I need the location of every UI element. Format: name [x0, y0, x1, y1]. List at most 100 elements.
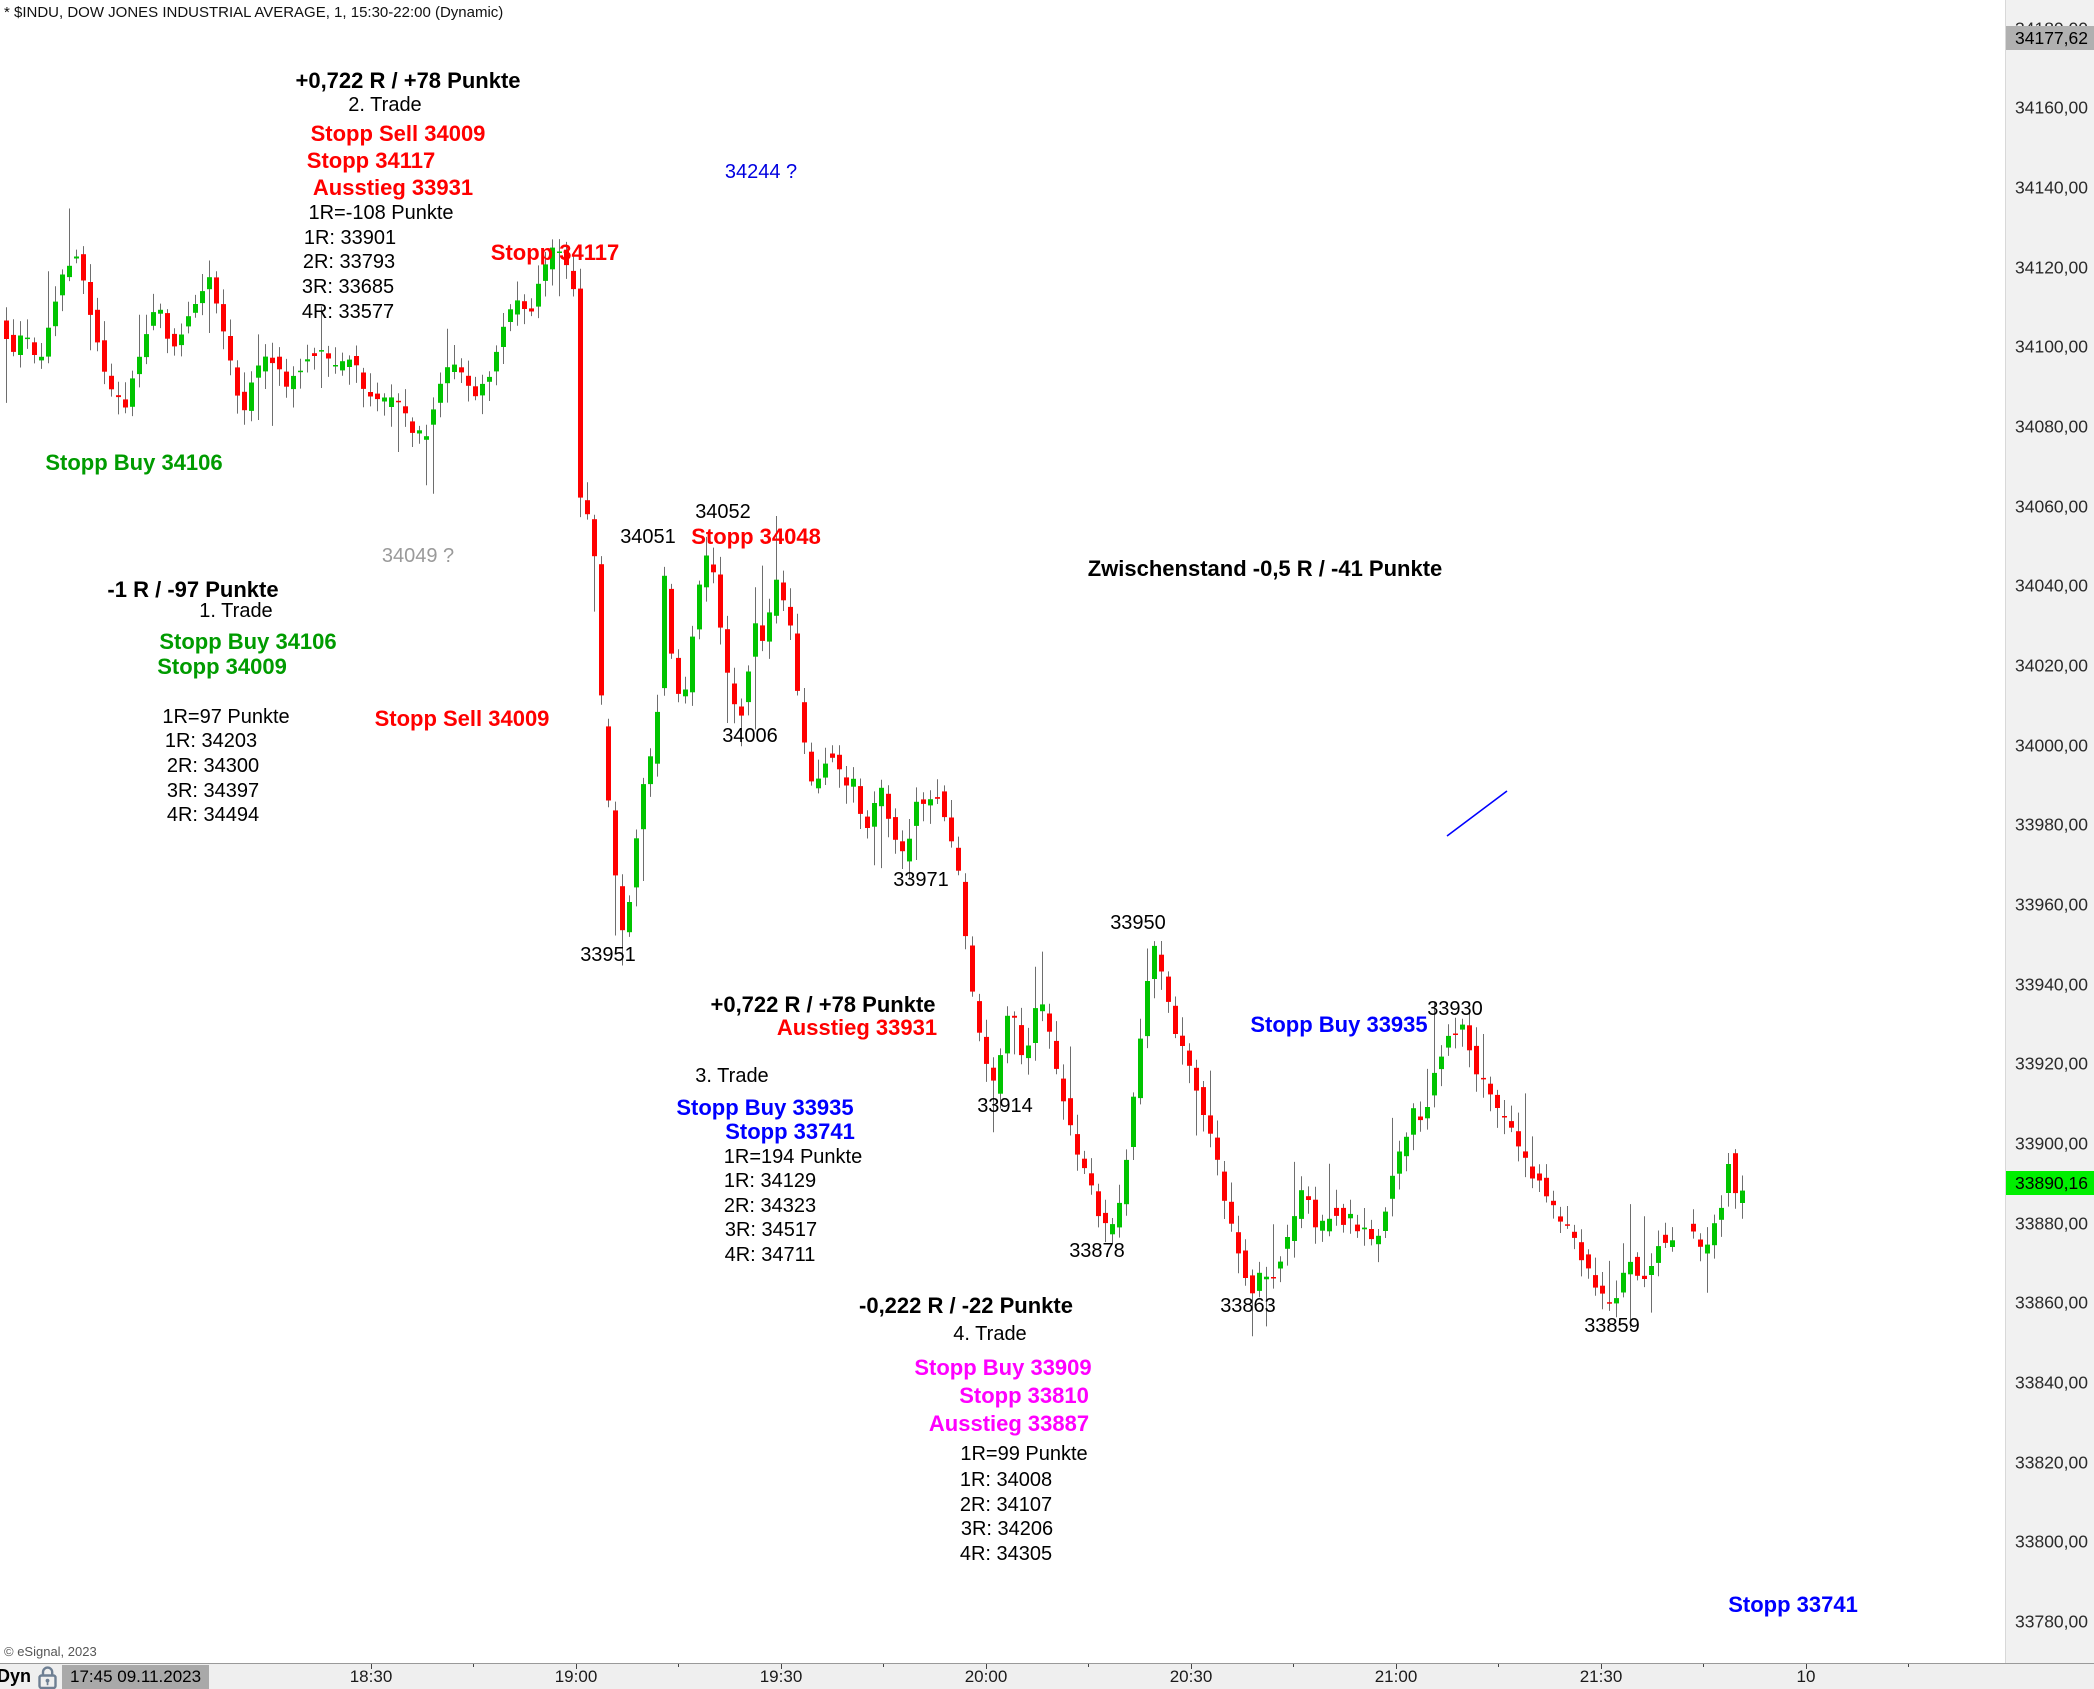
price-axis-label: 33960,00 [2015, 894, 2088, 915]
chart-annotation[interactable]: 3R: 34206 [960, 1518, 1054, 1540]
candlestick-chart[interactable] [0, 0, 2005, 1663]
chart-annotation[interactable]: Stopp Buy 34106 [45, 449, 223, 475]
chart-annotation[interactable]: 1R=99 Punkte [960, 1443, 1088, 1465]
chart-annotation[interactable]: 33971 [893, 869, 949, 891]
chart-annotation[interactable]: 34051 [620, 526, 676, 548]
price-axis-label: 33880,00 [2015, 1213, 2088, 1234]
time-axis-tick [1806, 1664, 1807, 1669]
price-axis-label: 33840,00 [2015, 1372, 2088, 1393]
price-axis-label: 34060,00 [2015, 496, 2088, 517]
chart-annotation[interactable]: 33950 [1110, 912, 1166, 934]
chart-annotation[interactable]: Stopp Sell 34009 [374, 705, 550, 731]
chart-annotation[interactable]: Stopp Sell 34009 [310, 120, 486, 146]
chart-annotation[interactable]: 34049 ? [381, 545, 455, 567]
chart-annotation[interactable]: 34006 [722, 725, 778, 747]
chart-annotation[interactable]: 3R: 34397 [166, 780, 260, 802]
chart-annotation[interactable]: Stopp Buy 33935 [676, 1094, 854, 1120]
chart-annotation[interactable]: Ausstieg 33887 [928, 1410, 1090, 1436]
blue-trendline-segment[interactable] [1446, 790, 1508, 837]
chart-annotation[interactable]: Stopp 34117 [306, 147, 436, 173]
chart-annotation[interactable]: 33951 [580, 944, 636, 966]
time-axis-label: 21:00 [1374, 1667, 1418, 1686]
price-axis-label: 34000,00 [2015, 735, 2088, 756]
time-axis-tick [1191, 1664, 1192, 1669]
chart-annotation[interactable]: Stopp 33810 [959, 1382, 1089, 1408]
chart-annotation[interactable]: 2. Trade [348, 94, 422, 116]
chart-annotation[interactable]: 2R: 34107 [959, 1494, 1053, 1516]
chart-annotation[interactable]: Ausstieg 33931 [776, 1014, 938, 1040]
chart-annotation[interactable]: 4R: 33577 [301, 301, 395, 323]
chart-annotation[interactable]: 33859 [1584, 1315, 1640, 1337]
chart-annotation[interactable]: Stopp 34009 [157, 653, 287, 679]
time-axis-tick [986, 1664, 987, 1669]
time-axis-label: 20:30 [1169, 1667, 1213, 1686]
chart-annotation[interactable]: +0,722 R / +78 Punkte [710, 991, 936, 1017]
chart-annotation[interactable]: Stopp Buy 34106 [159, 628, 337, 654]
chart-annotation[interactable]: 33930 [1427, 998, 1483, 1020]
price-axis-label: 33980,00 [2015, 814, 2088, 835]
chart-annotation[interactable]: 34052 [695, 501, 751, 523]
time-axis-label: 20:00 [964, 1667, 1008, 1686]
chart-annotation[interactable]: 3R: 33685 [301, 276, 395, 298]
chart-annotation[interactable]: -1 R / -97 Punkte [107, 576, 279, 602]
chart-annotation[interactable]: 4R: 34711 [724, 1244, 816, 1266]
chart-annotation[interactable]: 1R: 34129 [723, 1170, 817, 1192]
last-trade-price-badge: 34177,62 [2006, 26, 2094, 50]
chart-annotation[interactable]: 4. Trade [953, 1323, 1027, 1345]
chart-annotation[interactable]: Stopp 33741 [725, 1118, 855, 1144]
chart-annotation[interactable]: 33914 [977, 1095, 1033, 1117]
price-axis-label: 34080,00 [2015, 416, 2088, 437]
time-axis-tick [576, 1664, 577, 1669]
chart-annotation[interactable]: Stopp Buy 33935 [1250, 1011, 1428, 1037]
chart-annotation[interactable]: 1R=-108 Punkte [308, 202, 454, 224]
chart-annotation[interactable]: Stopp Buy 33909 [914, 1354, 1092, 1380]
time-axis-minor-tick [883, 1664, 884, 1667]
current-price-badge: 33890,16 [2006, 1171, 2094, 1195]
chart-annotation[interactable]: +0,722 R / +78 Punkte [295, 67, 521, 93]
chart-annotation[interactable]: -0,222 R / -22 Punkte [859, 1292, 1073, 1318]
price-axis-label: 33940,00 [2015, 974, 2088, 995]
time-axis-label: 18:30 [349, 1667, 393, 1686]
time-axis-tick [371, 1664, 372, 1669]
chart-annotation[interactable]: 33878 [1069, 1240, 1125, 1262]
time-axis-minor-tick [1908, 1664, 1909, 1667]
chart-annotation[interactable]: Stopp 34048 [691, 523, 821, 549]
chart-annotation[interactable]: 1R: 33901 [303, 227, 397, 249]
chart-annotation[interactable]: 1R=194 Punkte [723, 1146, 863, 1168]
chart-annotation[interactable]: Zwischenstand -0,5 R / -41 Punkte [1087, 555, 1443, 581]
chart-annotation[interactable]: Stopp 34117 [490, 239, 620, 265]
esignal-copyright: © eSignal, 2023 [4, 1644, 97, 1659]
chart-annotation[interactable]: Ausstieg 33931 [312, 174, 474, 200]
chart-annotation[interactable]: 34244 ? [724, 161, 798, 183]
time-axis-minor-tick [473, 1664, 474, 1667]
chart-annotation[interactable]: 1R=97 Punkte [162, 706, 290, 728]
chart-annotation[interactable]: 1R: 34203 [164, 730, 258, 752]
time-axis-minor-tick [1703, 1664, 1704, 1667]
time-axis-minor-tick [678, 1664, 679, 1667]
chart-annotation[interactable]: 3. Trade [695, 1065, 769, 1087]
chart-annotation[interactable]: Stopp 33741 [1728, 1591, 1858, 1617]
price-axis[interactable]: 34180,0034160,0034140,0034120,0034100,00… [2005, 0, 2094, 1663]
price-axis-label: 34140,00 [2015, 177, 2088, 198]
chart-annotation[interactable]: 2R: 34323 [723, 1195, 817, 1217]
chart-annotation[interactable]: 4R: 34305 [959, 1543, 1053, 1565]
chart-annotation[interactable]: 3R: 34517 [724, 1219, 818, 1241]
chart-title: * $INDU, DOW JONES INDUSTRIAL AVERAGE, 1… [4, 4, 504, 21]
price-axis-label: 34020,00 [2015, 655, 2088, 676]
chart-annotation[interactable]: 1. Trade [199, 600, 273, 622]
candle-wicks [6, 208, 1743, 1337]
chart-annotation[interactable]: 2R: 33793 [302, 251, 396, 273]
chart-annotation[interactable]: 33863 [1220, 1295, 1276, 1317]
chart-annotation[interactable]: 1R: 34008 [959, 1469, 1053, 1491]
time-axis-bar[interactable]: Dyn 17:45 09.11.2023 18:30 19:00 19:30 20:0… [0, 1663, 2094, 1689]
time-axis-label: 21:30 [1579, 1667, 1623, 1686]
lock-icon[interactable] [36, 1665, 59, 1689]
price-axis-label: 33920,00 [2015, 1053, 2088, 1074]
chart-annotation[interactable]: 4R: 34494 [166, 804, 260, 826]
price-axis-label: 33820,00 [2015, 1452, 2088, 1473]
dynamic-mode-label[interactable]: Dyn [0, 1666, 32, 1686]
chart-annotation[interactable]: 2R: 34300 [166, 755, 260, 777]
time-axis-minor-tick [1498, 1664, 1499, 1667]
time-axis-label: 19:00 [554, 1667, 598, 1686]
time-axis-minor-tick [1088, 1664, 1089, 1667]
